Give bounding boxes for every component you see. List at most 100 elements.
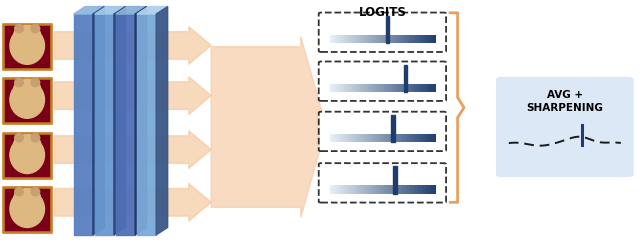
Ellipse shape bbox=[31, 79, 40, 87]
Bar bbox=[344, 186, 346, 194]
Bar bbox=[390, 134, 392, 143]
Bar bbox=[425, 186, 427, 194]
Bar bbox=[394, 36, 396, 44]
Ellipse shape bbox=[31, 26, 40, 34]
Bar bbox=[355, 84, 356, 93]
Bar bbox=[397, 134, 399, 143]
Bar bbox=[346, 186, 348, 194]
Ellipse shape bbox=[15, 188, 23, 196]
Bar bbox=[353, 186, 355, 194]
Bar bbox=[367, 186, 369, 194]
Bar bbox=[369, 84, 371, 93]
Bar bbox=[401, 134, 403, 143]
Bar bbox=[417, 36, 419, 44]
Bar bbox=[343, 36, 345, 44]
Bar bbox=[3, 134, 51, 179]
Bar bbox=[357, 186, 359, 194]
Bar bbox=[340, 186, 342, 194]
Bar bbox=[371, 36, 372, 44]
Bar bbox=[422, 36, 424, 44]
Bar bbox=[393, 134, 395, 143]
Bar bbox=[352, 36, 354, 44]
Bar bbox=[352, 84, 354, 93]
Bar bbox=[337, 84, 339, 93]
Polygon shape bbox=[54, 184, 211, 221]
Bar bbox=[371, 84, 372, 93]
Bar bbox=[433, 134, 435, 143]
Bar bbox=[320, 164, 445, 202]
Bar bbox=[364, 134, 366, 143]
Bar bbox=[405, 186, 407, 194]
Bar bbox=[332, 36, 334, 44]
Bar bbox=[406, 134, 408, 143]
Bar bbox=[380, 186, 381, 194]
Bar bbox=[398, 36, 400, 44]
Bar bbox=[372, 36, 374, 44]
Bar bbox=[409, 36, 411, 44]
Bar bbox=[367, 134, 369, 143]
Ellipse shape bbox=[10, 82, 44, 119]
Bar bbox=[356, 134, 358, 143]
Bar bbox=[418, 186, 420, 194]
Bar bbox=[418, 36, 420, 44]
Bar bbox=[422, 84, 424, 93]
Bar bbox=[393, 36, 395, 44]
Bar bbox=[392, 84, 394, 93]
Bar bbox=[95, 15, 114, 235]
Bar bbox=[336, 36, 338, 44]
Bar bbox=[434, 134, 436, 143]
Bar bbox=[412, 36, 413, 44]
Bar bbox=[386, 17, 389, 44]
Bar bbox=[413, 186, 415, 194]
Bar bbox=[412, 134, 413, 143]
Bar bbox=[330, 36, 332, 44]
Bar bbox=[414, 84, 416, 93]
Bar bbox=[3, 79, 51, 124]
Bar bbox=[376, 84, 378, 93]
Bar bbox=[408, 186, 410, 194]
Bar bbox=[353, 36, 355, 44]
Bar bbox=[337, 36, 339, 44]
Bar bbox=[409, 84, 411, 93]
Bar bbox=[419, 134, 421, 143]
Bar bbox=[415, 84, 417, 93]
Bar bbox=[337, 134, 339, 143]
Bar bbox=[397, 186, 399, 194]
Bar bbox=[429, 134, 431, 143]
Bar bbox=[332, 84, 334, 93]
Bar bbox=[333, 36, 335, 44]
Bar bbox=[428, 36, 429, 44]
Bar bbox=[357, 36, 359, 44]
Bar bbox=[360, 36, 362, 44]
Bar bbox=[417, 134, 419, 143]
Bar bbox=[429, 36, 431, 44]
Bar bbox=[320, 14, 445, 52]
Bar bbox=[410, 84, 412, 93]
Bar bbox=[383, 84, 385, 93]
Ellipse shape bbox=[31, 188, 40, 196]
Bar bbox=[433, 186, 435, 194]
Bar bbox=[344, 134, 346, 143]
Bar bbox=[331, 134, 333, 143]
Bar bbox=[420, 186, 422, 194]
Bar bbox=[428, 186, 429, 194]
Bar bbox=[412, 84, 413, 93]
Bar bbox=[346, 36, 348, 44]
Bar bbox=[388, 84, 390, 93]
Bar bbox=[389, 134, 391, 143]
Bar bbox=[368, 36, 370, 44]
Bar bbox=[433, 84, 435, 93]
Bar bbox=[402, 36, 404, 44]
Bar bbox=[331, 36, 333, 44]
Polygon shape bbox=[95, 8, 125, 15]
Bar bbox=[392, 186, 394, 194]
Bar bbox=[414, 186, 416, 194]
Bar bbox=[428, 84, 429, 93]
Bar bbox=[431, 186, 433, 194]
Bar bbox=[349, 84, 351, 93]
Bar bbox=[397, 84, 399, 93]
Bar bbox=[387, 84, 388, 93]
Bar bbox=[396, 186, 397, 194]
Bar bbox=[369, 36, 371, 44]
Bar bbox=[377, 36, 379, 44]
